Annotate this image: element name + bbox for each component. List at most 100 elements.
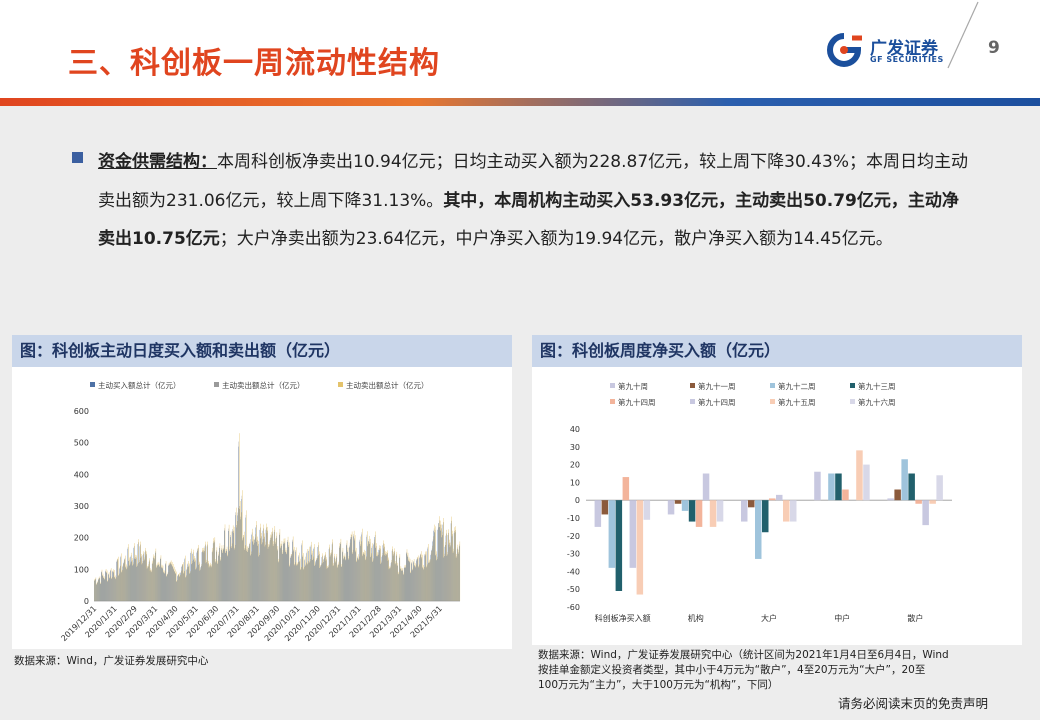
source-line-1: 数据来源：Wind，广发证券发展研究中心（统计区间为2021年1月4日至6月4日… (538, 649, 949, 661)
bar-mark (748, 500, 755, 508)
right-chart-source: 数据来源：Wind，广发证券发展研究中心（统计区间为2021年1月4日至6月4日… (538, 648, 949, 693)
y-tick-label: 30 (570, 443, 580, 452)
source-line-3: 100万元为“主力”，大于100万元为“机构”，下同） (538, 679, 779, 691)
bar-mark (783, 500, 790, 522)
bar-mark (755, 500, 762, 559)
legend-label: 第九十六周 (858, 397, 896, 407)
legend-swatch (770, 399, 775, 404)
legend-swatch (770, 383, 775, 388)
y-tick-label: -30 (567, 550, 580, 559)
bullet-square (72, 152, 83, 163)
y-tick-label: 40 (570, 425, 580, 434)
bar-mark (594, 500, 602, 527)
page-title: 三、科创板一周流动性结构 (68, 46, 440, 81)
y-tick-label: 10 (570, 478, 580, 487)
bar-mark (695, 500, 703, 527)
bar-mark (894, 489, 901, 501)
category-label: 科创板净买入额 (595, 613, 651, 623)
page-number: 9 (988, 38, 1000, 58)
y-tick-label: 300 (74, 502, 89, 511)
bar-mark (629, 500, 637, 568)
y-tick-label: 500 (74, 439, 89, 448)
y-tick-label: 400 (74, 470, 89, 479)
bar-mark (901, 459, 908, 501)
legend-swatch (338, 382, 343, 387)
bar-mark (681, 500, 689, 511)
legend-label: 第九十三周 (858, 381, 896, 391)
legend-label: 第九十四周 (698, 397, 736, 407)
y-tick-label: 20 (570, 461, 580, 470)
bar-mark (828, 473, 835, 501)
gf-logo-icon (827, 33, 862, 67)
legend-label: 主动买入额总计（亿元） (98, 380, 181, 390)
bar-mark (929, 500, 936, 504)
legend-swatch (850, 383, 855, 388)
bar-mark (842, 489, 849, 501)
legend-swatch (610, 399, 615, 404)
bar-mark (741, 500, 748, 522)
bar-mark (814, 471, 821, 501)
legend-swatch (610, 383, 615, 388)
y-tick-label: 600 (74, 407, 89, 416)
y-tick-label: -20 (567, 532, 580, 541)
left-chart-area: 主动买入额总计（亿元） 主动卖出额总计（亿元） 主动卖出额总计（亿元） 0 100 200… (12, 367, 512, 649)
y-tick-label: 0 (84, 597, 89, 606)
legend-swatch (90, 382, 95, 387)
bar-mark (835, 473, 842, 501)
bar-mark (688, 500, 696, 522)
legend-label: 第九十二周 (778, 381, 816, 391)
bar-mark (762, 500, 769, 533)
left-chart-source: 数据来源：Wind，广发证券发展研究中心 (14, 655, 209, 667)
category-label: 机构 (688, 613, 704, 623)
y-tick-label: -60 (567, 603, 580, 612)
legend-label: 第九十四周 (618, 397, 656, 407)
header-stripe (0, 98, 1040, 106)
right-chart-area: 第九十周 第九十一周 第九十二周 第九十三周 第九十四周 第九十四周 第九十五周 第九十六周 -… (532, 367, 1022, 645)
summary-paragraph: 资金供需结构：本周科创板净卖出10.94亿元；日均主动买入额为228.87亿元，… (98, 143, 968, 259)
bar-mark (709, 500, 717, 527)
bar-mark (608, 500, 616, 568)
y-tick-label: -50 (567, 585, 580, 594)
gf-securities-logo: 广发证券 GF SECURITIES (822, 32, 952, 68)
legend-swatch (690, 383, 695, 388)
bar-mark (674, 500, 682, 504)
y-tick-label: 200 (74, 534, 89, 543)
category-label: 中户 (834, 613, 850, 623)
bar-mark (776, 494, 783, 501)
legend-swatch (690, 399, 695, 404)
bar-mark (702, 473, 710, 501)
legend-swatch (850, 399, 855, 404)
category-label: 大户 (761, 613, 777, 623)
bar-mark (643, 500, 651, 520)
bar-mark (915, 500, 922, 504)
bar-mark (936, 475, 943, 501)
bar-mark (887, 498, 894, 501)
decorative-slash (947, 1, 979, 69)
bar-mark (908, 473, 915, 501)
bar-mark (615, 500, 623, 591)
category-label: 散户 (907, 613, 923, 623)
left-chart-title: 图：科创板主动日度买入额和卖出额（亿元） (12, 335, 512, 367)
right-chart-title: 图：科创板周度净买入额（亿元） (532, 335, 1022, 367)
y-tick-label: -10 (567, 514, 580, 523)
disclaimer-text: 请务必阅读末页的免责声明 (838, 696, 989, 711)
legend-label: 主动卖出额总计（亿元） (346, 380, 429, 390)
y-tick-label: 0 (575, 496, 580, 505)
logo-text-en: GF SECURITIES (870, 55, 944, 64)
bar-mark (790, 500, 797, 522)
bar-mark (622, 477, 630, 501)
legend-label: 第九十五周 (778, 397, 816, 407)
bar-mark (863, 464, 870, 501)
legend-label: 第九十一周 (698, 381, 736, 391)
bar-mark (922, 500, 929, 526)
logo-text-cn: 广发证券 (870, 39, 938, 59)
bar-mark (667, 500, 675, 515)
bar-mark (601, 500, 609, 515)
paragraph-text-1: 本周科创板净卖出10.94亿元；日均主动买入额为228.87亿元，较上周下降30… (98, 152, 968, 211)
bar-mark (716, 500, 724, 522)
bar-mark (636, 500, 644, 595)
source-line-2: 按挂单金额定义投资者类型，其中小于4万元为“散户”，4至20万元为“大户”，20… (538, 664, 926, 676)
y-tick-label: 100 (74, 565, 89, 574)
legend-swatch (214, 382, 219, 387)
